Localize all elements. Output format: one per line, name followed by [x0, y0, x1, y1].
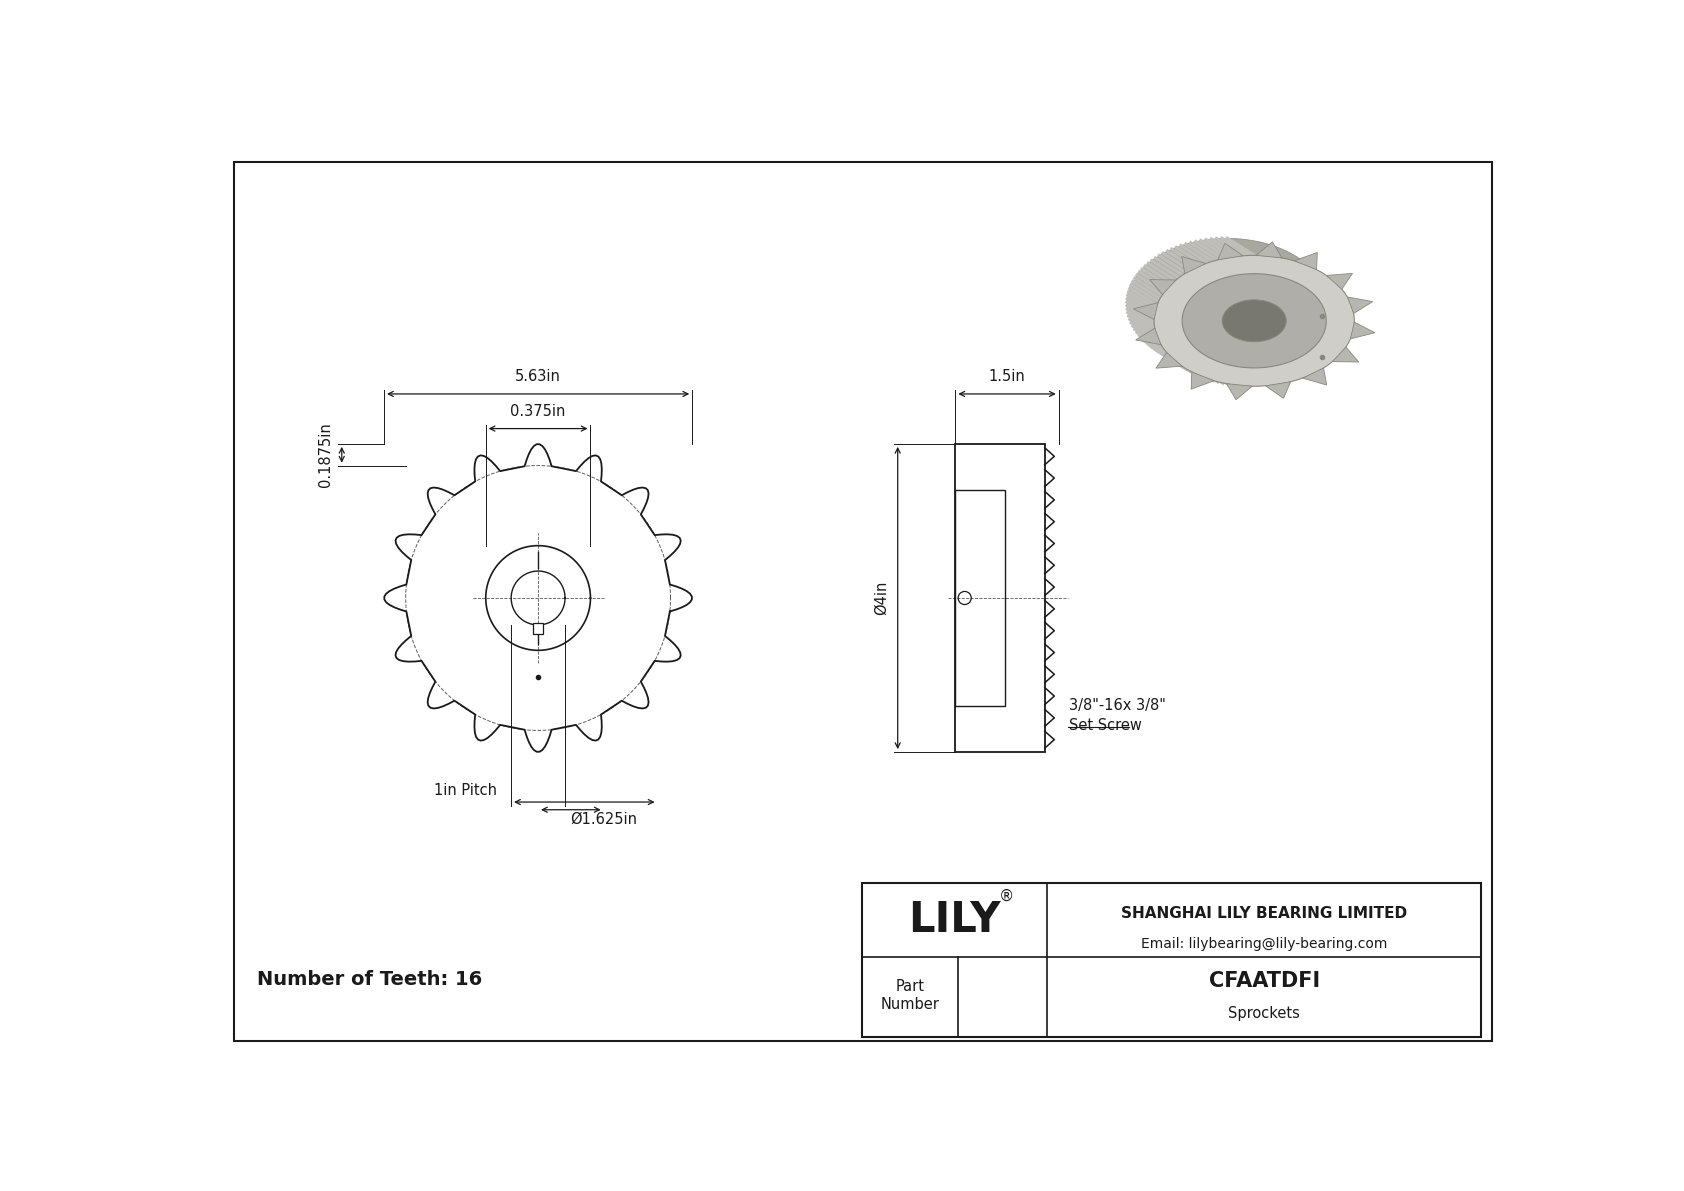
Polygon shape — [1347, 297, 1372, 313]
Polygon shape — [1150, 280, 1175, 294]
Polygon shape — [1155, 353, 1182, 368]
Polygon shape — [1332, 347, 1359, 362]
Polygon shape — [1265, 382, 1290, 398]
Text: LILY: LILY — [908, 899, 1000, 941]
Text: SHANGHAI LILY BEARING LIMITED: SHANGHAI LILY BEARING LIMITED — [1122, 906, 1408, 921]
Text: 1in Pitch: 1in Pitch — [434, 782, 497, 798]
Polygon shape — [1135, 329, 1160, 344]
Text: 3/8"-16x 3/8"
Set Screw: 3/8"-16x 3/8" Set Screw — [1069, 698, 1167, 732]
Polygon shape — [1327, 274, 1352, 289]
Text: Ø4in: Ø4in — [874, 581, 889, 616]
Ellipse shape — [1154, 255, 1354, 386]
Text: 5.63in: 5.63in — [515, 369, 561, 384]
Text: ®: ® — [999, 890, 1014, 904]
Ellipse shape — [1182, 274, 1327, 368]
Text: Part
Number: Part Number — [881, 979, 940, 1011]
Text: Ø1.625in: Ø1.625in — [571, 812, 637, 827]
Polygon shape — [1218, 243, 1243, 260]
Text: Sprockets: Sprockets — [1228, 1006, 1300, 1022]
Polygon shape — [1351, 322, 1374, 339]
Bar — [534, 623, 542, 634]
Text: 1.5in: 1.5in — [989, 369, 1026, 384]
Text: Number of Teeth: 16: Number of Teeth: 16 — [258, 969, 482, 989]
Bar — [862, 883, 1482, 1037]
Polygon shape — [1226, 384, 1253, 400]
Polygon shape — [1295, 252, 1317, 269]
Polygon shape — [1133, 303, 1159, 319]
Text: 0.1875in: 0.1875in — [318, 423, 332, 487]
Text: Email: lilybearing@lily-bearing.com: Email: lilybearing@lily-bearing.com — [1142, 937, 1388, 952]
Bar — [955, 491, 1005, 706]
Polygon shape — [1303, 368, 1327, 385]
Bar — [955, 444, 1044, 752]
Polygon shape — [1256, 242, 1282, 258]
Polygon shape — [1182, 256, 1206, 274]
Text: 0.375in: 0.375in — [510, 404, 566, 418]
Text: CFAATDFI: CFAATDFI — [1209, 972, 1320, 991]
Ellipse shape — [1223, 300, 1287, 342]
Ellipse shape — [1127, 238, 1327, 369]
Polygon shape — [1191, 372, 1214, 389]
